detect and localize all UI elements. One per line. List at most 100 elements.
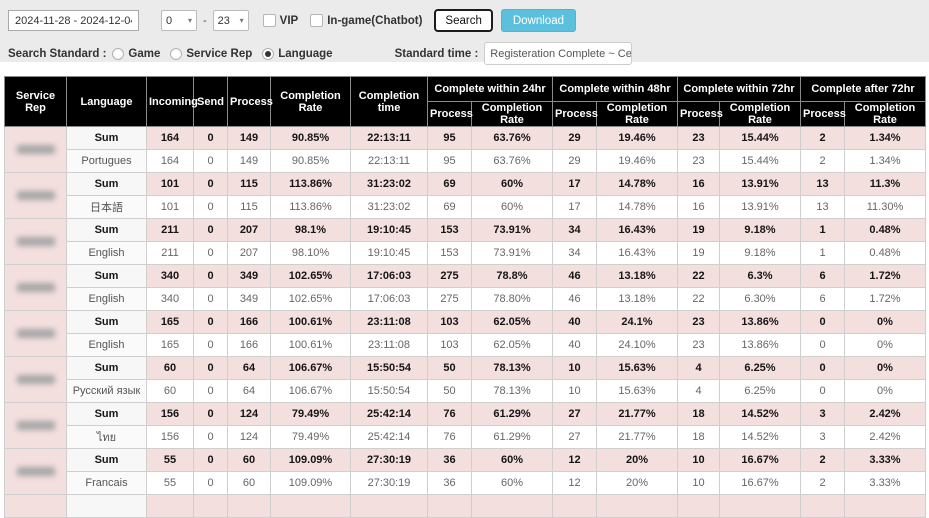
value-cell: 23:11:08: [350, 333, 428, 357]
value-cell: [677, 494, 720, 518]
value-cell: 46: [552, 264, 597, 288]
value-cell: 15:50:54: [350, 356, 428, 380]
col-72hr-process: Process: [677, 101, 723, 127]
value-cell: 153: [427, 218, 472, 242]
radio-language-label: Language: [278, 47, 333, 60]
value-cell: 50: [427, 379, 472, 403]
language-cell: ไทย: [66, 425, 147, 449]
value-cell: 113.86%: [270, 195, 351, 219]
radio-icon[interactable]: [170, 47, 183, 60]
value-cell: 15:50:54: [350, 379, 428, 403]
radio-icon[interactable]: [112, 47, 125, 60]
col-72hr-completion-rate: Completion Rate: [719, 101, 801, 127]
radio-language[interactable]: Language: [262, 47, 333, 60]
table-row-detail: Русский язык 60 0 64 106.67% 15:50:54 50 78.13%…: [5, 379, 926, 403]
value-cell: 6.25%: [719, 356, 801, 380]
col-group-72hr: Complete within 72hr: [677, 76, 801, 102]
value-cell: 19:10:45: [350, 241, 428, 265]
value-cell: 349: [227, 264, 271, 288]
value-cell: 24.10%: [596, 333, 678, 357]
value-cell: 10: [677, 448, 720, 472]
value-cell: 156: [146, 402, 194, 426]
value-cell: 79.49%: [270, 425, 351, 449]
value-cell: 19: [677, 218, 720, 242]
toolbar-row-1: 0 ▾ - 23 ▾ VIP In-game(Chatbot) Search D…: [8, 9, 921, 32]
value-cell: 0: [193, 149, 228, 173]
value-cell: 1.72%: [844, 287, 926, 311]
value-cell: 98.1%: [270, 218, 351, 242]
service-rep-cell: [4, 264, 67, 311]
value-cell: 17: [552, 195, 597, 219]
col-service-rep: Service Rep: [4, 76, 67, 127]
table-row-partial: [4, 494, 926, 518]
value-cell: 64: [227, 379, 271, 403]
value-cell: 46: [552, 287, 597, 311]
value-cell: 15.63%: [596, 356, 678, 380]
report-table: Service Rep Language Incoming Send Proce…: [4, 76, 926, 518]
standard-time-select[interactable]: Registeration Complete ~ Cer: [484, 42, 633, 65]
value-cell: 14.52%: [719, 402, 801, 426]
download-button[interactable]: Download: [500, 9, 576, 32]
value-cell: 60: [227, 471, 271, 495]
value-cell: 6.3%: [719, 264, 801, 288]
table-row-sum: Sum 55 0 60 109.09% 27:30:19 36 60% 12 20% 10 16.67…: [4, 448, 926, 495]
value-cell: 60%: [471, 172, 553, 196]
ingame-checkbox[interactable]: [310, 14, 324, 27]
value-cell: 10: [552, 356, 597, 380]
vip-label: VIP: [279, 14, 299, 27]
value-cell: 14.78%: [596, 195, 678, 219]
chevron-down-icon: ▾: [239, 15, 244, 25]
value-cell: 16: [677, 195, 720, 219]
value-cell: 109.09%: [270, 448, 351, 472]
value-cell: 78.8%: [471, 264, 553, 288]
value-cell: 9.18%: [719, 241, 801, 265]
value-cell: 12: [552, 448, 597, 472]
value-cell: 12: [552, 471, 597, 495]
service-rep-cell: [4, 218, 67, 265]
value-cell: 207: [227, 218, 271, 242]
value-cell: 164: [146, 149, 194, 173]
value-cell: 90.85%: [270, 149, 351, 173]
checkbox-area: VIP In-game(Chatbot): [262, 14, 431, 27]
value-cell: 19: [677, 241, 720, 265]
language-cell: English: [66, 241, 147, 265]
language-cell: Sum: [66, 402, 147, 426]
value-cell: 0: [193, 172, 228, 196]
radio-game[interactable]: Game: [112, 47, 160, 60]
value-cell: 31:23:02: [350, 195, 428, 219]
value-cell: 98.10%: [270, 241, 351, 265]
col-group-after-72hr: Complete after 72hr: [800, 76, 926, 102]
radio-icon[interactable]: [262, 47, 275, 60]
hour-from-select[interactable]: 0 ▾: [161, 10, 197, 31]
value-cell: 40: [552, 310, 597, 334]
value-cell: 60: [146, 379, 194, 403]
value-cell: 14.78%: [596, 172, 678, 196]
value-cell: 0: [193, 425, 228, 449]
value-cell: 36: [427, 448, 472, 472]
col-send: Send: [193, 76, 228, 127]
hour-from-value: 0: [166, 14, 173, 27]
value-cell: 78.13%: [471, 379, 553, 403]
value-cell: 10: [552, 379, 597, 403]
value-cell: 101: [146, 172, 194, 196]
hour-to-select[interactable]: 23 ▾: [212, 10, 249, 31]
value-cell: 0: [193, 218, 228, 242]
radio-service-rep[interactable]: Service Rep: [170, 47, 252, 60]
date-range-input[interactable]: [8, 10, 139, 31]
redacted-service-rep-name: [16, 375, 55, 384]
value-cell: 22:13:11: [350, 149, 428, 173]
value-cell: 16.43%: [596, 241, 678, 265]
value-cell: 55: [146, 448, 194, 472]
language-cell: Sum: [66, 448, 147, 472]
value-cell: 1: [800, 218, 845, 242]
value-cell: 90.85%: [270, 126, 351, 150]
value-cell: 22:13:11: [350, 126, 428, 150]
redacted-service-rep-name: [16, 283, 55, 292]
toolbar: 0 ▾ - 23 ▾ VIP In-game(Chatbot) Search D…: [0, 0, 929, 65]
value-cell: 165: [146, 333, 194, 357]
value-cell: 6: [800, 287, 845, 311]
search-button[interactable]: Search: [434, 9, 493, 32]
vip-checkbox[interactable]: [262, 14, 276, 27]
col-completion-time: Completion time: [350, 76, 428, 127]
